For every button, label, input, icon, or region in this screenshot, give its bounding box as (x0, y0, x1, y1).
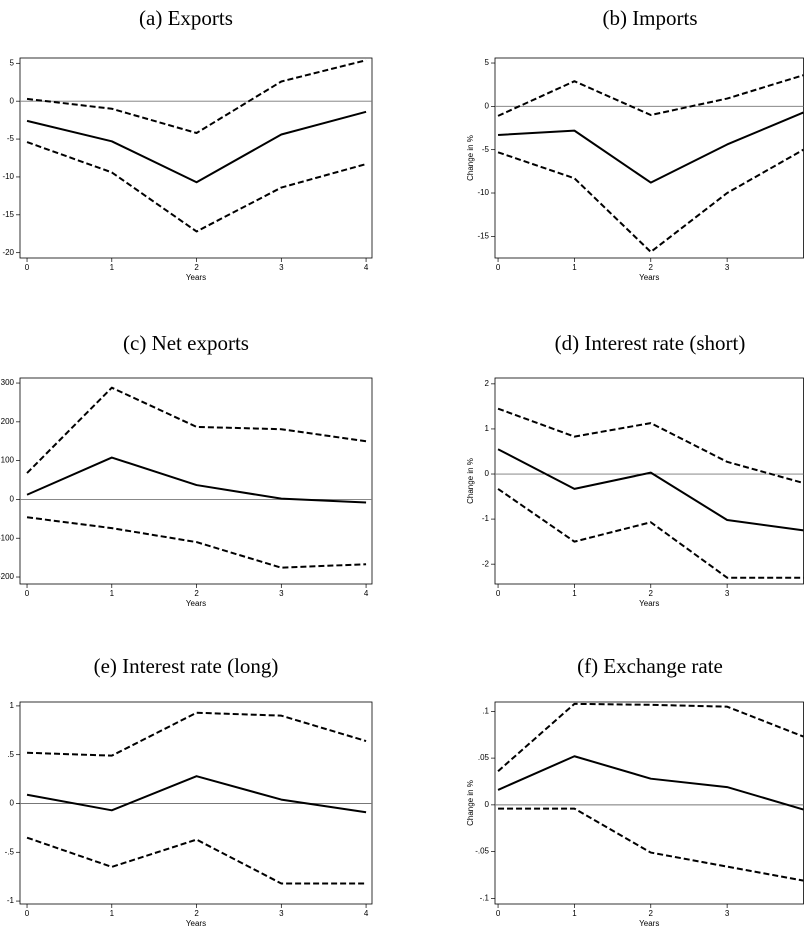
series-line (26, 456, 367, 504)
x-tick-label: 4 (364, 909, 369, 918)
x-axis-label: Years (186, 919, 206, 928)
x-tick-label: 2 (649, 263, 654, 272)
series-line (497, 111, 804, 184)
series-line (26, 386, 367, 474)
panel-title: (c) Net exports (123, 331, 249, 355)
y-tick-label: -1 (482, 514, 490, 523)
plot-frame (19, 701, 373, 905)
x-axis-label: Years (639, 273, 659, 282)
x-tick-label: 3 (279, 589, 284, 598)
y-tick-label: 0 (485, 800, 490, 809)
series-line (26, 59, 367, 134)
plot-frame (19, 57, 373, 259)
y-tick-label: -1 (7, 896, 15, 905)
y-axis-label: Change in % (466, 458, 475, 504)
x-tick-label: 0 (25, 909, 30, 918)
x-tick-label: 1 (110, 263, 115, 272)
series-line (26, 836, 367, 885)
series-line (497, 488, 804, 579)
y-tick-label: 0 (485, 101, 490, 110)
x-tick-label: 3 (725, 263, 730, 272)
y-tick-label: 5 (10, 58, 15, 67)
panel-title: (b) Imports (602, 6, 697, 30)
x-tick-label: 1 (110, 909, 115, 918)
panel-title: (d) Interest rate (short) (555, 331, 746, 355)
x-tick-label: 3 (279, 909, 284, 918)
y-tick-label: -15 (477, 231, 489, 240)
panel-title: (a) Exports (139, 6, 233, 30)
y-tick-label: .1 (482, 706, 489, 715)
y-tick-label: -.1 (480, 893, 490, 902)
x-tick-label: 1 (110, 589, 115, 598)
y-tick-label: 200 (1, 417, 15, 426)
y-tick-label: -5 (482, 145, 490, 154)
x-tick-label: 4 (364, 263, 369, 272)
panel-title: (f) Exchange rate (577, 654, 723, 678)
x-axis-label: Years (639, 919, 659, 928)
x-tick-label: 0 (496, 263, 501, 272)
y-tick-label: -15 (2, 210, 14, 219)
y-tick-label: -10 (2, 172, 14, 181)
x-tick-label: 0 (496, 909, 501, 918)
series-line (497, 755, 804, 811)
x-tick-label: 4 (364, 589, 369, 598)
x-axis-label: Years (639, 599, 659, 608)
x-tick-label: 2 (194, 263, 199, 272)
y-tick-label: .05 (478, 753, 490, 762)
series-line (26, 516, 367, 569)
series-line (497, 148, 804, 253)
x-tick-label: 3 (725, 909, 730, 918)
y-tick-label: -200 (0, 572, 15, 581)
plot-frame (494, 57, 804, 259)
y-tick-label: -20 (2, 248, 14, 257)
y-tick-label: 0 (10, 96, 15, 105)
y-tick-label: 0 (10, 799, 15, 808)
series-line (26, 775, 367, 814)
y-tick-label: -.05 (475, 847, 489, 856)
x-tick-label: 2 (194, 909, 199, 918)
y-axis-label: Change in % (466, 135, 475, 181)
y-tick-label: 0 (10, 495, 15, 504)
series-line (497, 74, 804, 117)
y-tick-label: 0 (485, 469, 490, 478)
y-tick-label: 2 (485, 379, 490, 388)
plot-frame (19, 377, 373, 585)
x-axis-label: Years (186, 273, 206, 282)
x-tick-label: 0 (25, 589, 30, 598)
y-tick-label: 5 (485, 58, 490, 67)
series-line (26, 110, 367, 184)
y-tick-label: -10 (477, 188, 489, 197)
x-tick-label: 2 (194, 589, 199, 598)
y-tick-label: -5 (7, 134, 15, 143)
series-line (497, 702, 804, 772)
y-tick-label: 1 (10, 701, 15, 710)
series-line (498, 807, 804, 882)
y-tick-label: -2 (482, 559, 490, 568)
y-axis-label: Change in % (466, 780, 475, 826)
x-tick-label: 1 (572, 589, 577, 598)
x-axis-label: Years (186, 599, 206, 608)
series-line (26, 711, 367, 757)
x-tick-label: 0 (496, 589, 501, 598)
y-tick-label: -.5 (5, 847, 15, 856)
x-tick-label: 2 (649, 589, 654, 598)
x-tick-label: 3 (279, 263, 284, 272)
x-tick-label: 0 (25, 263, 30, 272)
plot-frame (494, 377, 804, 585)
series-line (497, 448, 804, 532)
x-tick-label: 1 (572, 263, 577, 272)
y-tick-label: .5 (7, 750, 14, 759)
series-line (497, 407, 804, 484)
y-tick-label: 100 (1, 456, 15, 465)
y-tick-label: 1 (485, 424, 490, 433)
series-line (26, 141, 367, 233)
panel-title: (e) Interest rate (long) (94, 654, 279, 678)
x-tick-label: 1 (572, 909, 577, 918)
x-tick-label: 3 (725, 589, 730, 598)
y-tick-label: -100 (0, 533, 15, 542)
x-tick-label: 2 (649, 909, 654, 918)
y-tick-label: 300 (1, 378, 15, 387)
